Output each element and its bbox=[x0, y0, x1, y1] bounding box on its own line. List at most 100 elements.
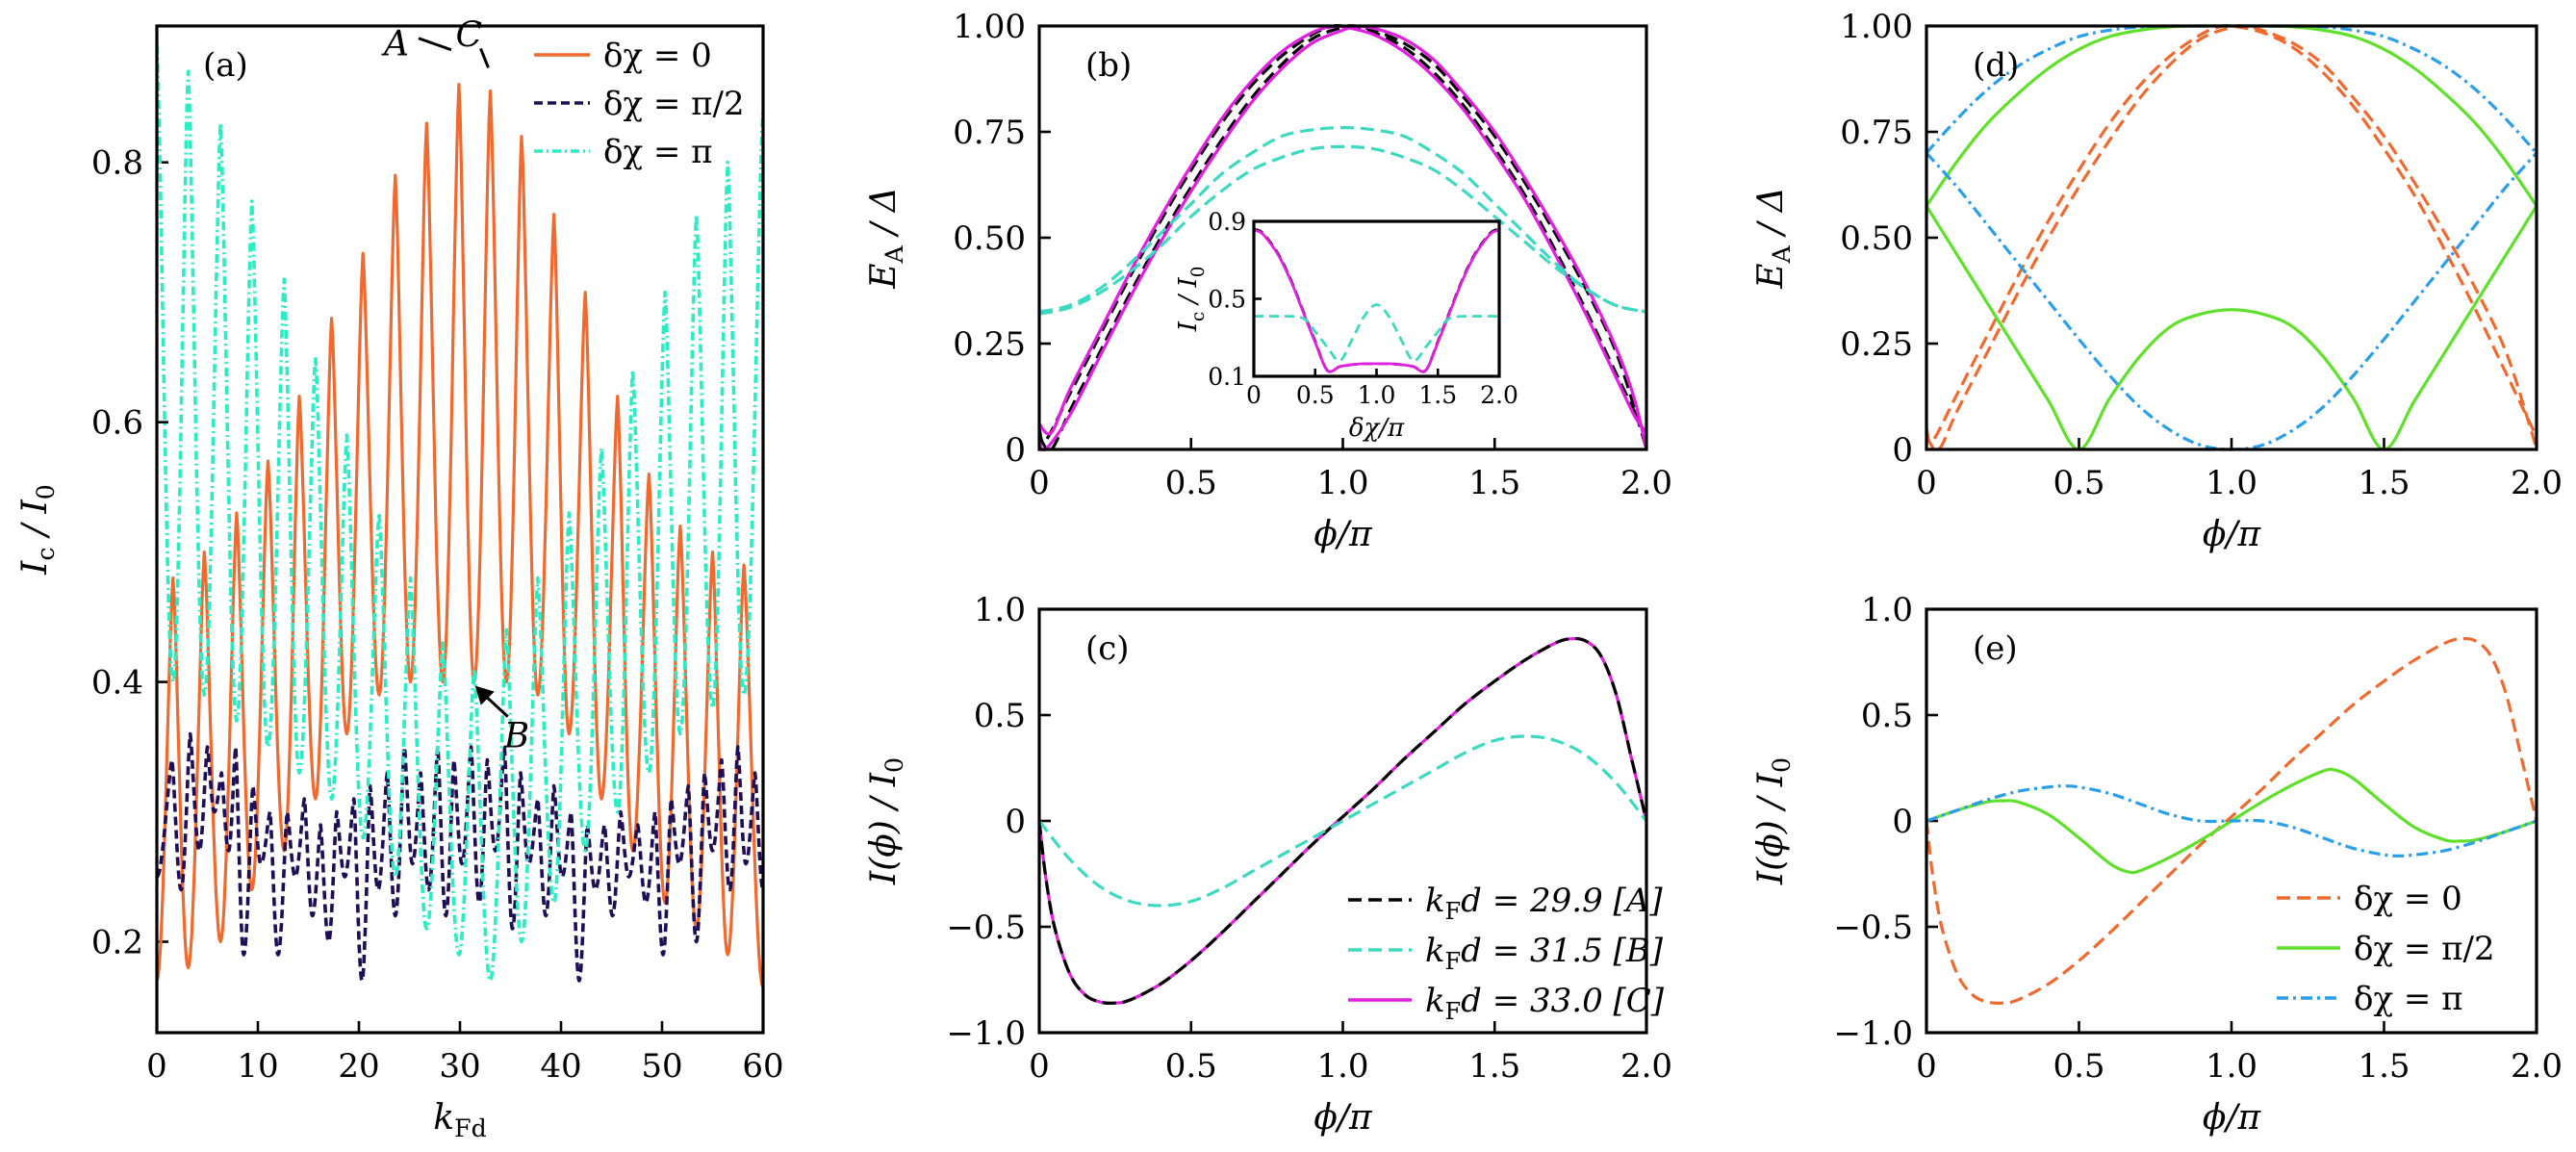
x-tick-label: 0.5 bbox=[1165, 1047, 1217, 1086]
inset-y-axis-label: Ic​ / I0​ bbox=[1174, 267, 1209, 333]
y-tick-label: 0 bbox=[1892, 431, 1913, 470]
y-tick-label: 0.2 bbox=[91, 924, 143, 962]
x-tick-label: 1.0 bbox=[1358, 381, 1396, 409]
series-line bbox=[1926, 205, 2537, 451]
x-tick-label: 60 bbox=[742, 1047, 783, 1086]
arrowhead-icon bbox=[474, 685, 495, 705]
legend-label: δχ = 0 bbox=[2354, 880, 2462, 918]
x-tick-label: 0.5 bbox=[1165, 464, 1217, 502]
x-tick-label: 0.5 bbox=[2053, 1047, 2104, 1086]
x-tick-label: 1.0 bbox=[1316, 1047, 1368, 1086]
y-tick-label: 0.25 bbox=[953, 325, 1026, 364]
y-axis-label: I(ϕ) / I0​ bbox=[1751, 757, 1796, 885]
y-tick-label: 0 bbox=[1892, 803, 1913, 841]
x-tick-label: 0 bbox=[1916, 1047, 1937, 1086]
y-tick-label: −1.0 bbox=[1833, 1014, 1913, 1053]
y-axis-label: EA​ / Δ bbox=[864, 187, 908, 290]
legend-label: δχ = π bbox=[2354, 980, 2463, 1018]
series-line bbox=[157, 731, 763, 983]
y-tick-label: 0 bbox=[1005, 803, 1026, 841]
x-axis-label: ϕ/π bbox=[1314, 515, 1373, 554]
y-tick-label: 0.1 bbox=[1208, 363, 1246, 391]
y-tick-label: 0.25 bbox=[1840, 325, 1913, 364]
x-tick-label: 1.5 bbox=[2358, 1047, 2410, 1086]
y-tick-label: 1.0 bbox=[974, 591, 1026, 629]
y-axis-label: EA​ / Δ bbox=[1751, 187, 1796, 290]
panel-e: 0 0.5 1.0 1.5 2.0 −1.0 −0.5 0 0.5 1.0 (e) ϕ/π I(ϕ) /… bbox=[1751, 591, 2563, 1138]
y-tick-label: 0.4 bbox=[91, 664, 143, 703]
inset-x-axis-label: δχ/π bbox=[1349, 414, 1405, 443]
x-tick-label: 10 bbox=[237, 1047, 278, 1086]
y-tick-label: 0.5 bbox=[974, 697, 1026, 735]
y-tick-label: 0.50 bbox=[1840, 219, 1913, 258]
x-tick-label: 0 bbox=[1246, 381, 1262, 409]
x-tick-label: 1.0 bbox=[2206, 1047, 2257, 1086]
y-tick-label: −0.5 bbox=[946, 909, 1026, 947]
y-tick-label: −1.0 bbox=[946, 1014, 1026, 1053]
annotation-a-leader bbox=[418, 37, 452, 52]
x-tick-label: 1.0 bbox=[2206, 464, 2257, 502]
series-line bbox=[157, 83, 763, 988]
y-tick-label: 0.6 bbox=[91, 404, 143, 443]
panel-label: (d) bbox=[1973, 46, 2019, 85]
x-tick-label: 0 bbox=[1029, 1047, 1050, 1086]
axes-frame bbox=[1925, 607, 2538, 1035]
y-tick-label: 1.0 bbox=[1861, 591, 1913, 629]
axes-frame bbox=[1252, 219, 1501, 378]
x-axis-label: ϕ/π bbox=[2203, 1098, 2262, 1138]
legend-label: kFd = 33.0 [C] bbox=[1425, 982, 1665, 1025]
x-tick-label: 0 bbox=[1029, 464, 1050, 502]
x-tick-label: 0.5 bbox=[1296, 381, 1335, 409]
y-axis-label: I(ϕ) / I0​ bbox=[864, 757, 908, 885]
legend: δχ = 0 δχ = π/2 δχ = π bbox=[534, 37, 745, 171]
x-tick-label: 20 bbox=[338, 1047, 379, 1086]
series-line bbox=[1039, 126, 1646, 314]
y-tick-label: 0.5 bbox=[1208, 286, 1246, 314]
series-line bbox=[1926, 24, 2537, 155]
x-tick-label: 1.0 bbox=[1316, 464, 1368, 502]
annotation-a: A bbox=[381, 25, 409, 64]
axes-frame bbox=[1037, 607, 1648, 1035]
x-tick-label: 30 bbox=[439, 1047, 480, 1086]
y-tick-label: 1.00 bbox=[1840, 8, 1913, 46]
y-tick-label: 0.5 bbox=[1861, 697, 1913, 735]
y-tick-label: 0.50 bbox=[953, 219, 1026, 258]
legend: δχ = 0 δχ = π/2 δχ = π bbox=[2277, 880, 2495, 1018]
legend: kFd = 29.9 [A] kFd = 31.5 [B] kFd = 33.0 [… bbox=[1348, 882, 1665, 1025]
y-tick-label: 0.8 bbox=[91, 144, 143, 183]
x-tick-label: 2.0 bbox=[1620, 464, 1672, 502]
legend-label: δχ = π/2 bbox=[603, 85, 745, 123]
panel-d: 0 0.5 1.0 1.5 2.0 0 0.25 0.50 0.75 1.00 (d) ϕ/π EA​ … bbox=[1751, 8, 2563, 554]
series-line bbox=[1039, 734, 1646, 908]
legend-label: δχ = 0 bbox=[603, 37, 712, 75]
inset-b: 0 0.5 1.0 1.5 2.0 0.1 0.5 0.9 δχ/π Ic​ / I0​ bbox=[1174, 208, 1518, 443]
panel-label: (a) bbox=[203, 46, 248, 85]
annotation-c-leader bbox=[479, 47, 490, 69]
panel-label: (b) bbox=[1085, 46, 1132, 85]
axes-frame bbox=[1037, 24, 1648, 451]
legend-label: kFd = 31.5 [B] bbox=[1425, 932, 1664, 975]
y-tick-label: 0.75 bbox=[953, 114, 1026, 152]
x-axis-label: kFd​ bbox=[433, 1098, 486, 1142]
y-tick-label: 0.9 bbox=[1208, 208, 1246, 236]
legend-label: δχ = π bbox=[603, 133, 713, 171]
series-line bbox=[1039, 24, 1646, 451]
series-line bbox=[1926, 151, 2537, 451]
x-tick-label: 1.5 bbox=[1418, 381, 1457, 409]
axes-frame bbox=[155, 24, 765, 1035]
x-tick-label: 2.0 bbox=[2511, 1047, 2563, 1086]
panel-c: 0 0.5 1.0 1.5 2.0 −1.0 −0.5 0 0.5 1.0 (c) ϕ/π I(ϕ) /… bbox=[864, 591, 1672, 1138]
annotation-b: B bbox=[503, 717, 529, 756]
x-tick-label: 0 bbox=[1916, 464, 1937, 502]
x-tick-label: 1.5 bbox=[2358, 464, 2410, 502]
x-tick-label: 0.5 bbox=[2053, 464, 2104, 502]
y-axis-label: Ic​ / I0​ bbox=[15, 484, 60, 576]
series-line bbox=[157, 45, 763, 983]
y-tick-label: 0.75 bbox=[1840, 114, 1913, 152]
panel-label: (e) bbox=[1973, 629, 2018, 668]
x-tick-label: 1.5 bbox=[1468, 464, 1520, 502]
x-tick-label: 2.0 bbox=[1620, 1047, 1672, 1086]
panel-label: (c) bbox=[1085, 629, 1130, 668]
